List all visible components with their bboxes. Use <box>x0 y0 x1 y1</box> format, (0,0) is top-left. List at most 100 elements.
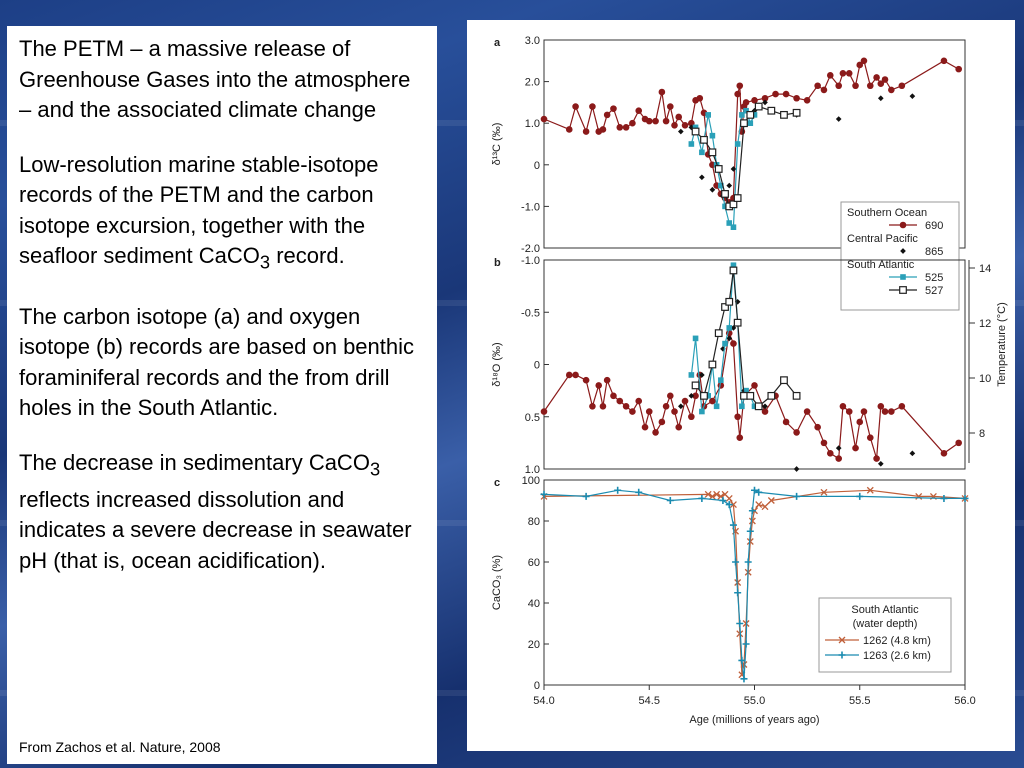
data-point-525 <box>734 141 741 147</box>
data-point-690 <box>839 69 847 77</box>
data-point-525 <box>692 335 699 342</box>
data-point-1262 <box>866 486 874 494</box>
data-point-690 <box>782 418 790 426</box>
data-point-525 <box>747 120 754 126</box>
data-point-690 <box>734 90 741 98</box>
data-point-527 <box>792 108 801 117</box>
data-point-865 <box>762 403 768 410</box>
data-point-1263 <box>732 558 740 566</box>
data-point-690 <box>629 119 636 127</box>
legend-group-title: Central Pacific <box>847 233 918 245</box>
data-point-690 <box>688 413 695 421</box>
data-point-690 <box>622 403 630 410</box>
data-point-690 <box>671 121 678 129</box>
data-point-690 <box>793 94 800 102</box>
data-point-865 <box>909 93 916 99</box>
data-point-690 <box>658 88 666 96</box>
source-citation: From Zachos et al. Nature, 2008 <box>19 739 221 755</box>
paragraph-petm-title: The PETM – a massive release of Greenhou… <box>19 36 411 122</box>
data-point-690 <box>877 403 885 410</box>
y-tick-label: 80 <box>528 516 540 528</box>
figure-panel: a 3.0 2.0 1.0 0 -1.0 -2.0 δ¹³C (‰) Southern Ocea… <box>467 20 1015 751</box>
data-point-1263 <box>751 486 758 494</box>
data-point-525 <box>751 112 758 118</box>
data-point-1263 <box>744 558 752 566</box>
data-point-690 <box>582 128 590 135</box>
data-point-1262 <box>729 501 737 509</box>
data-point-690 <box>839 403 847 410</box>
data-point-690 <box>667 392 674 400</box>
data-point-690 <box>652 117 659 125</box>
data-point-690 <box>881 76 889 83</box>
data-point-525 <box>718 377 724 383</box>
data-point-527 <box>746 391 755 400</box>
data-point-865 <box>688 393 695 399</box>
data-point-527 <box>767 106 776 115</box>
panel-letter-a: a <box>494 37 501 49</box>
y-tick-label: -2.0 <box>521 243 540 255</box>
data-point-690 <box>742 99 750 106</box>
data-point-527 <box>746 110 755 119</box>
data-point-527 <box>733 194 742 202</box>
data-point-1262 <box>748 517 756 525</box>
data-point-690 <box>662 117 670 125</box>
data-point-690 <box>730 340 737 347</box>
data-point-525 <box>739 403 745 410</box>
data-point-865 <box>762 99 768 106</box>
data-point-690 <box>565 371 573 379</box>
data-point-690 <box>736 82 744 90</box>
legend-marker <box>899 286 907 294</box>
y-tick-label: 1.0 <box>525 464 540 476</box>
data-point-527 <box>691 127 700 136</box>
data-point-527 <box>721 190 729 198</box>
data-point-690 <box>866 82 874 90</box>
p4-subscript: 3 <box>369 458 381 480</box>
data-point-527 <box>740 391 748 400</box>
y-tick-label: 0 <box>534 360 540 372</box>
data-point-690 <box>888 86 895 94</box>
data-point-527 <box>708 148 717 157</box>
x-tick-label: 54.5 <box>639 695 660 707</box>
data-point-865 <box>909 450 916 457</box>
data-point-690 <box>835 455 842 462</box>
data-point-690 <box>645 117 653 125</box>
data-point-1263 <box>719 497 727 504</box>
data-point-1263 <box>734 589 742 597</box>
data-point-690 <box>681 397 689 405</box>
text-panel: The PETM – a massive release of Greenhou… <box>7 26 437 764</box>
data-point-690 <box>820 86 828 94</box>
data-point-690 <box>662 403 670 410</box>
data-point-865 <box>877 460 884 467</box>
legend-entry: 865 <box>925 246 943 258</box>
data-point-527 <box>725 297 734 306</box>
data-point-1262 <box>755 501 763 509</box>
data-point-690 <box>820 439 828 447</box>
data-point-1263 <box>582 492 590 500</box>
data-point-690 <box>852 444 859 452</box>
legend-box-c <box>818 597 952 673</box>
data-point-1262 <box>713 490 721 498</box>
y-axis-label-a: δ¹³C (‰) <box>491 123 503 166</box>
x-tick-label: 55.0 <box>744 695 765 707</box>
data-point-527 <box>691 381 700 390</box>
legend-marker <box>899 221 907 229</box>
data-point-690 <box>734 413 741 421</box>
data-point-525 <box>722 203 728 210</box>
legend-title: South Atlantic <box>851 604 919 616</box>
data-point-1263 <box>742 640 750 648</box>
data-point-690 <box>835 82 842 90</box>
y-tick-label: 0.5 <box>525 412 540 424</box>
legend-marker <box>900 274 906 280</box>
data-point-525 <box>705 112 711 118</box>
data-point-690 <box>803 97 811 104</box>
data-point-690 <box>826 450 834 457</box>
data-point-527 <box>740 119 748 128</box>
data-point-525 <box>751 403 758 410</box>
data-point-525 <box>739 112 745 118</box>
data-point-525 <box>730 224 737 230</box>
data-point-1262 <box>746 538 754 545</box>
y-tick-label: -0.5 <box>521 307 540 319</box>
data-point-690 <box>675 113 683 121</box>
data-point-690 <box>856 418 864 426</box>
y-tick-label: 100 <box>522 475 540 487</box>
